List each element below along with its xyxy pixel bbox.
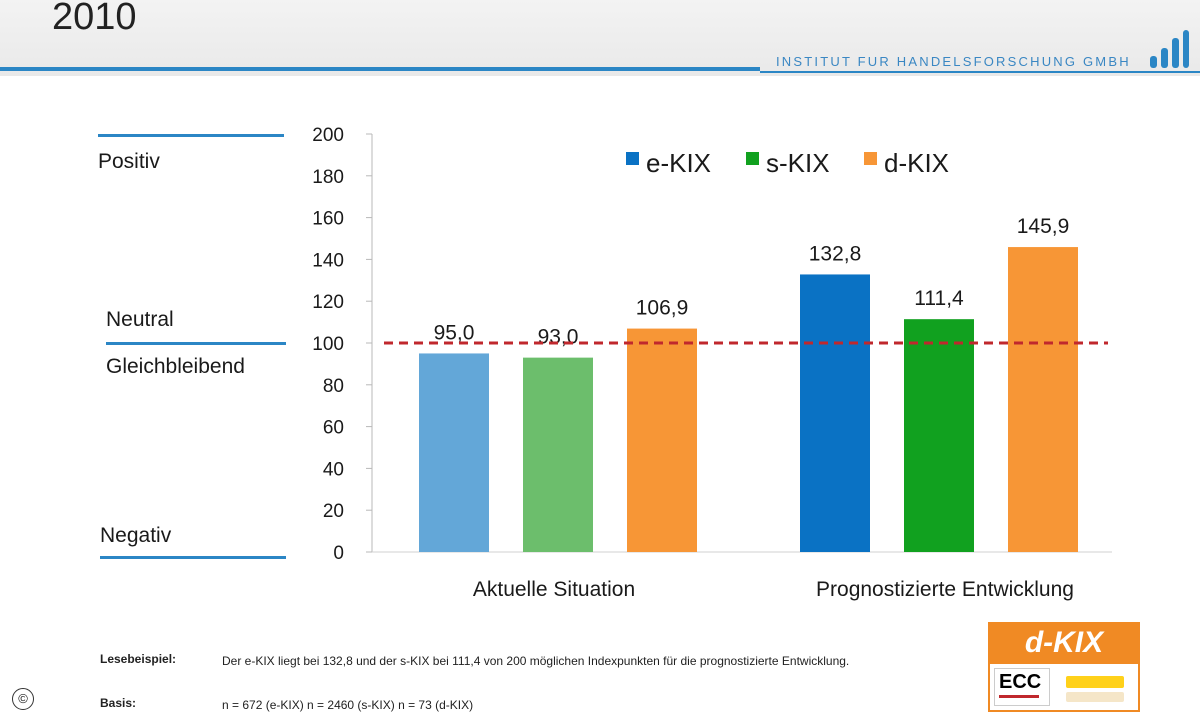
bar-value-label: 95,0 [434,321,475,344]
ecc-logo-stripe [999,695,1039,698]
copyright-icon: © [12,688,34,710]
bar-value-label: 145,9 [1017,215,1070,238]
y-tick-label: 200 [312,125,344,146]
positive-label: Positiv [98,150,160,173]
header-rule [0,67,760,71]
category-label: Aktuelle Situation [473,578,635,601]
bar-s-kix-0 [523,357,593,552]
page-title: 2010 [52,0,137,38]
d-kix-logo-text: d-KIX [1024,626,1104,659]
y-tick-label: 20 [323,501,344,522]
legend-label: e-KIX [646,148,711,178]
y-tick-label: 40 [323,459,344,480]
bar-e-kix-1 [800,274,870,552]
bar-s-kix-1 [904,319,974,552]
category-labels: Aktuelle Situation Prognostizierte Entwic… [473,578,1074,601]
bars [419,247,1078,552]
y-tick-label: 120 [312,292,344,313]
page-header: 2010 INSTITUT FUR HANDELSFORSCHUNG GMBH [0,0,1200,76]
y-tick-label: 160 [312,209,344,230]
y-tick-label: 140 [312,250,344,271]
legend-swatch-e-kix [626,152,639,165]
basis-label: Basis: [100,696,137,710]
bar-e-kix-0 [419,353,489,552]
legend-label: s-KIX [766,148,830,178]
y-tick-label: 0 [333,543,344,564]
legend: e-KIX s-KIX d-KIX [626,148,949,178]
d-kix-logo: d-KIX ECC [988,622,1140,712]
negative-rule [100,556,286,559]
legend-label: d-KIX [884,148,949,178]
bar-value-label: 132,8 [809,242,862,265]
reading-example-label: Lesebeispiel: [100,652,177,666]
bar-d-kix-0 [627,328,697,552]
constant-label: Gleichbleibend [106,355,245,378]
reading-example-text: Der e-KIX liegt bei 132,8 und der s-KIX … [222,654,850,668]
bar-value-labels: 95,0 93,0 106,9 132,8 111,4 145,9 [434,215,1070,349]
partner-logo-2 [1066,692,1124,702]
institute-logo-icon [1150,30,1189,68]
bar-value-label: 106,9 [636,297,689,320]
bar-d-kix-1 [1008,247,1078,552]
partner-logo-1 [1066,676,1124,688]
bar-value-label: 93,0 [538,326,579,349]
bar-value-label: 111,4 [914,287,964,310]
negative-label: Negativ [100,524,172,547]
legend-swatch-s-kix [746,152,759,165]
y-axis: 0 20 40 60 80 100 120 140 160 180 200 [312,125,1112,564]
y-tick-label: 80 [323,376,344,397]
neutral-label: Neutral [106,308,174,331]
ecc-logo: ECC [994,668,1050,706]
institute-name: INSTITUT FUR HANDELSFORSCHUNG GMBH [776,54,1131,69]
neutral-rule [106,342,286,345]
y-tick-label: 100 [312,334,344,355]
y-tick-label: 60 [323,418,344,439]
d-kix-logo-banner [990,624,1138,664]
legend-swatch-d-kix [864,152,877,165]
basis-text: n = 672 (e-KIX) n = 2460 (s-KIX) n = 73 … [222,698,474,712]
header-rule-thin [760,71,1200,73]
y-tick-label: 180 [312,167,344,188]
ecc-logo-text: ECC [999,671,1042,693]
category-label: Prognostizierte Entwicklung [816,578,1074,601]
positive-rule [98,134,284,137]
